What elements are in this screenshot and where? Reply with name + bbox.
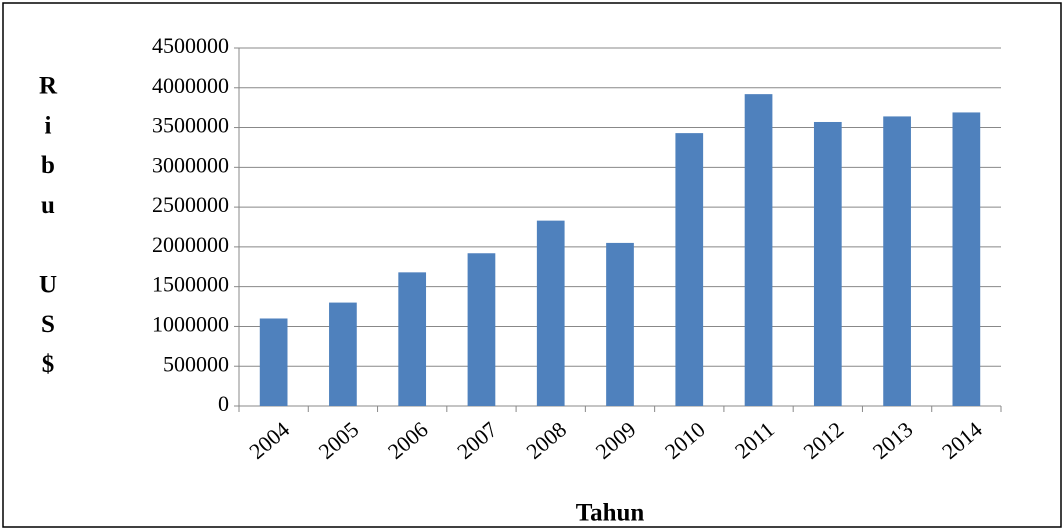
y-axis-label-letter: b bbox=[41, 152, 55, 179]
bar bbox=[398, 272, 427, 406]
bar bbox=[329, 302, 357, 406]
bar bbox=[536, 220, 565, 406]
x-axis-label: Tahun bbox=[576, 500, 645, 527]
y-axis-label-letter: U bbox=[39, 271, 57, 298]
bar bbox=[883, 116, 911, 406]
bar bbox=[259, 318, 288, 406]
y-tick-label: 1500000 bbox=[152, 272, 229, 297]
y-tick-label: 1000000 bbox=[152, 311, 229, 336]
y-tick-label: 2000000 bbox=[152, 232, 229, 257]
bar bbox=[675, 133, 704, 406]
y-tick-label: 3000000 bbox=[152, 152, 229, 177]
y-axis-label-letter: u bbox=[41, 192, 55, 219]
y-axis-label-letter: i bbox=[45, 112, 52, 139]
bar bbox=[952, 112, 981, 406]
bar bbox=[467, 253, 496, 406]
bar bbox=[813, 121, 842, 406]
y-tick-label: 3500000 bbox=[152, 113, 229, 138]
y-tick-label: 4500000 bbox=[152, 33, 229, 58]
y-tick-label: 2500000 bbox=[152, 192, 229, 217]
y-tick-label: 0 bbox=[218, 391, 229, 416]
bar bbox=[744, 94, 773, 407]
bar bbox=[606, 242, 634, 406]
y-axis-label-letter: R bbox=[39, 73, 58, 100]
y-tick-label: 500000 bbox=[163, 351, 229, 376]
y-axis-label-letter: $ bbox=[42, 351, 55, 378]
y-axis-label-letter: S bbox=[41, 311, 55, 338]
y-tick-label: 4000000 bbox=[152, 73, 229, 98]
